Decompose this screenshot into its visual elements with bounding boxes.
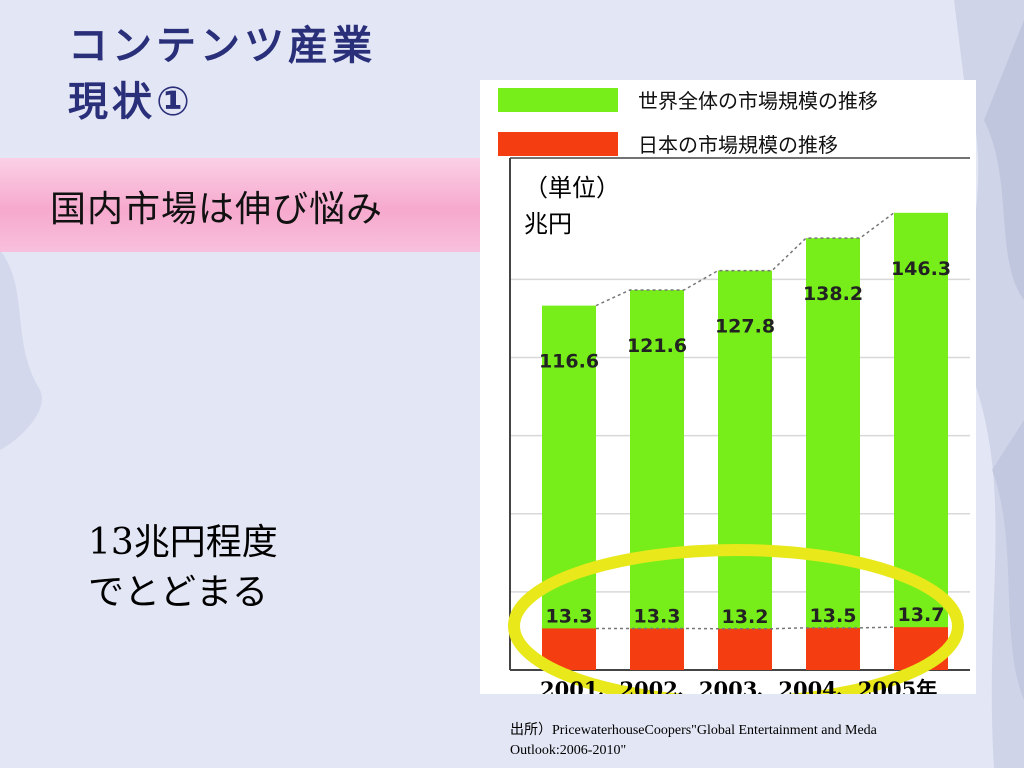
bar-world-2003	[718, 270, 772, 670]
x-axis-label: 2001、2002、2003、2004、2005年	[540, 677, 937, 694]
bar-japan-2004	[806, 627, 860, 670]
data-label-world-2005: 146.3	[891, 258, 951, 280]
data-label-japan-2003: 13.2	[722, 606, 769, 628]
note-line1: 13兆円程度	[88, 522, 278, 563]
bar-japan-2003	[718, 628, 772, 670]
source-line2: Outlook:2006-2010"	[510, 743, 627, 758]
note-text: 13兆円程度 でとどまる	[88, 518, 278, 618]
data-label-world-2001: 116.6	[539, 351, 599, 373]
slide-title-line1: コンテンツ産業	[68, 23, 376, 69]
chart-data-labels: 116.6 13.3 121.6 13.3 127.8 13.2 138.2 13.5 146.…	[539, 258, 951, 628]
highlight-banner: 国内市場は伸び悩み	[0, 158, 482, 252]
data-label-world-2004: 138.2	[803, 283, 863, 305]
bar-world-2001	[542, 305, 596, 670]
left-decoration	[0, 250, 42, 450]
data-label-japan-2004: 13.5	[810, 605, 857, 627]
legend-label-1: 世界全体の市場規模の推移	[638, 89, 878, 113]
bar-world-2004	[806, 238, 860, 670]
data-label-japan-2002: 13.3	[634, 605, 681, 627]
slide-title-line2: 現状①	[68, 79, 194, 125]
note-line2: でとどまる	[88, 572, 269, 613]
data-label-japan-2005: 13.7	[898, 604, 945, 626]
trend-line-japan	[596, 626, 895, 630]
bar-japan-2002	[630, 628, 684, 670]
slide-title: コンテンツ産業 現状①	[68, 18, 376, 130]
data-label-world-2003: 127.8	[715, 316, 775, 338]
data-label-japan-2001: 13.3	[546, 605, 593, 627]
background-decoration	[954, 0, 1024, 768]
unit-label-line2: 兆円	[524, 210, 572, 238]
source-citation: 出所）PricewaterhouseCoopers"Global Enterta…	[510, 721, 1020, 761]
source-line1: 出所）PricewaterhouseCoopers"Global Enterta…	[510, 723, 877, 738]
highlight-ellipse	[508, 544, 964, 694]
legend-swatch-1	[498, 88, 618, 112]
banner-text: 国内市場は伸び悩み	[50, 189, 384, 230]
data-label-world-2002: 121.6	[627, 335, 687, 357]
trend-line-world	[595, 212, 895, 307]
unit-label-line1: （単位）	[524, 174, 620, 202]
bar-world-2002	[630, 290, 684, 670]
legend-swatch-2	[498, 132, 618, 156]
legend-label-2: 日本の市場規模の推移	[638, 133, 838, 157]
chart-bars	[542, 212, 948, 670]
